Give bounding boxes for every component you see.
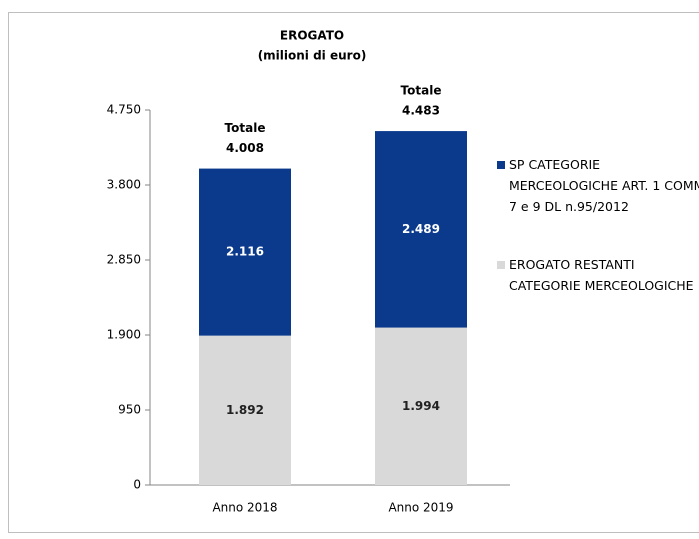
bar-segment xyxy=(199,335,291,485)
legend-swatch xyxy=(497,161,505,169)
total-caption: Totale xyxy=(401,84,442,98)
chart-subtitle: (milioni di euro) xyxy=(258,49,367,63)
data-label: 1.892 xyxy=(226,403,264,417)
bar-segment xyxy=(375,131,467,328)
data-label: 2.116 xyxy=(226,245,264,259)
data-label: 1.994 xyxy=(402,399,440,413)
legend-label: SP CATEGORIE MERCEOLOGICHE ART. 1 COMMI … xyxy=(509,157,699,214)
x-tick-label: Anno 2018 xyxy=(212,501,277,515)
y-tick-label: 3.800 xyxy=(107,178,141,192)
bar-segment xyxy=(199,168,291,336)
y-tick-label: 4.750 xyxy=(107,103,141,117)
x-tick-label: Anno 2019 xyxy=(388,501,453,515)
bar-segment xyxy=(375,327,467,485)
y-tick-label: 0 xyxy=(133,478,141,492)
total-caption: Totale xyxy=(225,121,266,135)
legend-swatch xyxy=(497,261,505,269)
y-tick-label: 950 xyxy=(118,403,141,417)
chart-title: EROGATO xyxy=(280,29,344,43)
y-tick-label: 2.850 xyxy=(107,253,141,267)
y-tick-label: 1.900 xyxy=(107,328,141,342)
legend-label: EROGATO RESTANTI CATEGORIE MERCEOLOGICHE xyxy=(509,257,694,293)
total-label: 4.483 xyxy=(402,104,440,118)
total-label: 4.008 xyxy=(226,141,264,155)
chart-frame xyxy=(8,12,699,533)
data-label: 2.489 xyxy=(402,222,440,236)
